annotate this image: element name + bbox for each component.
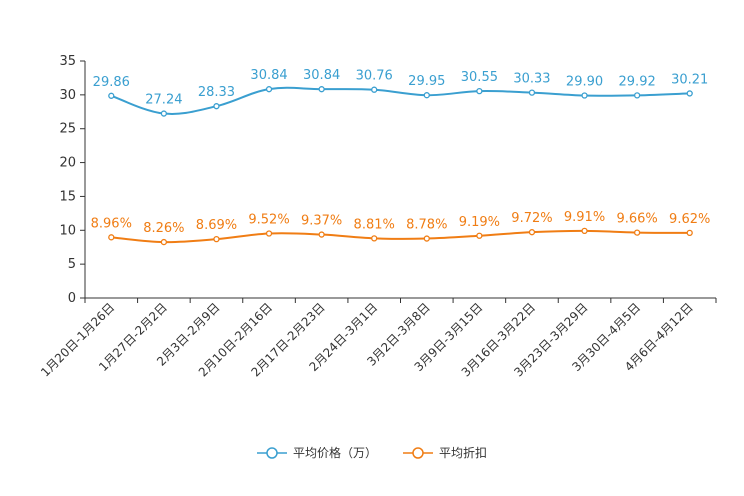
y-axis-ticks: 0 5 10 15 20 25 30 35 <box>59 54 85 306</box>
data-label: 8.78% <box>406 218 447 233</box>
data-label: 30.76 <box>356 69 393 84</box>
y-tick-label: 0 <box>68 291 76 306</box>
data-point[interactable] <box>160 110 168 117</box>
data-label: 9.91% <box>564 210 605 225</box>
data-label: 29.90 <box>566 75 603 90</box>
legend-label-avg-price: 平均价格（万） <box>292 446 377 460</box>
data-label: 8.26% <box>143 221 184 236</box>
data-point[interactable] <box>581 227 588 235</box>
legend-item-avg-discount[interactable]: 平均折扣 <box>403 444 487 461</box>
data-label: 9.37% <box>301 214 342 229</box>
data-label: 30.84 <box>303 68 340 83</box>
data-label: 28.33 <box>198 85 235 100</box>
data-label: 9.52% <box>248 213 289 228</box>
data-point[interactable] <box>371 235 378 242</box>
x-axis-ticks: 1月20日-1月26日1月27日-2月2日2月3日-2月9日2月10日-2月16… <box>38 298 717 380</box>
data-point[interactable] <box>265 86 273 93</box>
data-label: 27.24 <box>145 93 182 108</box>
y-tick-label: 15 <box>59 189 76 204</box>
y-tick-label: 10 <box>59 223 76 238</box>
data-label: 30.21 <box>671 72 708 87</box>
y-tick-label: 5 <box>68 257 76 272</box>
series-1: 8.96% 8.26% 8.69% 9.52% 9.37% 8.81% 8.78% 9.19%… <box>91 210 710 246</box>
data-point[interactable] <box>318 231 325 238</box>
data-point[interactable] <box>265 230 273 237</box>
data-point[interactable] <box>476 87 483 95</box>
series-line <box>110 86 690 115</box>
legend-line-marker-icon <box>403 446 433 459</box>
data-label: 29.92 <box>619 74 656 89</box>
data-label: 30.55 <box>461 70 498 85</box>
data-point[interactable] <box>108 234 115 241</box>
y-tick-label: 30 <box>59 88 76 103</box>
data-point[interactable] <box>581 92 588 99</box>
data-point[interactable] <box>213 236 220 243</box>
chart-series: 29.86 27.24 28.33 30.84 30.84 30.76 29.95 30.55… <box>91 68 710 246</box>
y-tick-label: 20 <box>59 156 76 171</box>
data-label: 29.86 <box>93 75 130 90</box>
data-point[interactable] <box>108 92 115 99</box>
data-label: 9.66% <box>616 212 657 227</box>
data-label: 8.81% <box>354 217 395 232</box>
data-label: 8.96% <box>91 216 132 231</box>
y-tick-label: 35 <box>59 54 76 69</box>
legend-item-avg-price[interactable]: 平均价格（万） <box>256 444 377 461</box>
data-point[interactable] <box>686 229 693 237</box>
data-point[interactable] <box>423 92 430 99</box>
legend-line-marker-icon <box>256 446 287 459</box>
series-line <box>111 229 690 244</box>
data-label: 30.33 <box>513 72 550 87</box>
data-point[interactable] <box>476 232 483 239</box>
series-0: 29.86 27.24 28.33 30.84 30.84 30.76 29.95 30.55… <box>93 68 708 117</box>
data-point[interactable] <box>160 238 168 246</box>
data-point[interactable] <box>633 229 641 236</box>
data-point[interactable] <box>318 86 325 93</box>
data-label: 9.72% <box>511 211 552 226</box>
data-point[interactable] <box>213 103 220 110</box>
data-point[interactable] <box>528 229 536 236</box>
data-point[interactable] <box>371 86 378 93</box>
data-label: 30.84 <box>250 68 287 83</box>
legend-label-avg-discount: 平均折扣 <box>439 446 488 460</box>
data-label: 8.69% <box>196 218 237 233</box>
chart-legend[interactable]: 平均价格（万） 平均折扣 <box>0 444 744 461</box>
data-point[interactable] <box>423 235 430 242</box>
y-tick-label: 25 <box>59 122 76 137</box>
data-label: 29.95 <box>408 74 445 89</box>
data-label: 9.19% <box>459 215 500 230</box>
data-point[interactable] <box>528 89 536 96</box>
data-point[interactable] <box>633 92 641 99</box>
line-chart: 0 5 10 15 20 25 30 35 1月20日-1月26日1月27日-2月2日2月3日… <box>38 54 717 380</box>
data-point[interactable] <box>686 90 693 97</box>
data-label: 9.62% <box>669 212 710 227</box>
